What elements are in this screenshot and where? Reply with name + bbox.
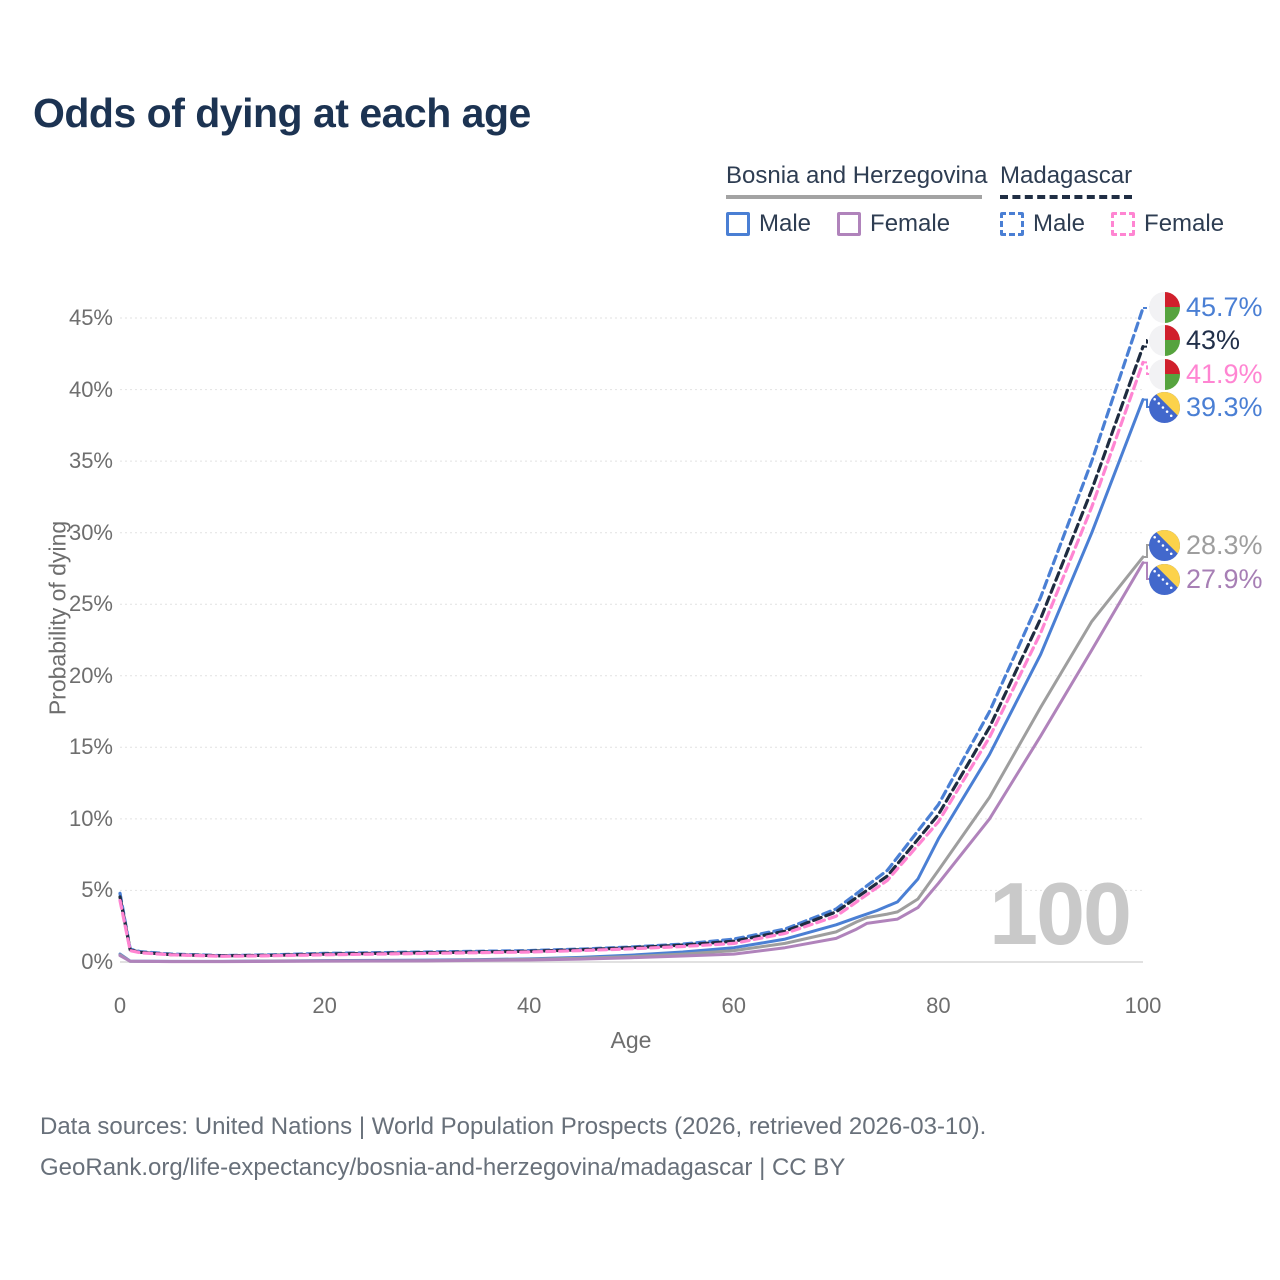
madagascar-flag-icon: [1149, 291, 1180, 323]
y-axis-title: Probability of dying: [44, 520, 71, 716]
x-tick-label: 20: [312, 993, 337, 1018]
x-tick-label: 100: [1124, 993, 1162, 1018]
madagascar-male-swatch-icon: [1000, 212, 1024, 236]
y-tick-label: 20%: [68, 662, 113, 688]
legend-item-label: Female: [870, 210, 951, 237]
end-label-madagascar-female: 41.9%: [1149, 358, 1263, 390]
y-tick-label: 10%: [68, 805, 113, 831]
series-line-bosnia-female[interactable]: [118, 561, 1145, 964]
end-value: 45.7%: [1186, 291, 1263, 322]
series-line-madagascar-female[interactable]: [118, 360, 1145, 958]
y-tick-label: 35%: [68, 448, 113, 474]
end-value: 43%: [1186, 324, 1241, 355]
end-label-bosnia-female: 27.9%: [1149, 563, 1263, 595]
legend-item-label: Male: [1033, 210, 1086, 237]
x-tick-label: 40: [516, 993, 542, 1018]
bosnia-female-swatch-icon: [837, 212, 862, 236]
end-value: 41.9%: [1186, 358, 1263, 389]
end-label-bosnia-male: 39.3%: [1149, 391, 1263, 423]
y-tick-label: 40%: [68, 376, 113, 402]
legend-group-bosnia: Bosnia and Herzegovina Male Female: [726, 162, 988, 238]
y-tick-label: 15%: [68, 734, 113, 760]
page-title: Odds of dying at each age: [33, 90, 531, 136]
y-tick-label: 25%: [68, 591, 113, 617]
bosnia-male-swatch-icon: [726, 212, 750, 236]
data-source-footer: Data sources: United Nations | World Pop…: [40, 1106, 986, 1188]
legend-country-bosnia[interactable]: Bosnia and Herzegovina: [726, 162, 988, 189]
y-tick-label: 45%: [68, 305, 113, 330]
attribution-link[interactable]: GeoRank.org/life-expectancy/bosnia-and-h…: [40, 1154, 846, 1181]
y-tick-label: 0%: [81, 949, 113, 974]
legend-item-label: Female: [1144, 210, 1225, 237]
legend-country-madagascar[interactable]: Madagascar: [1000, 162, 1133, 189]
x-tick-label: 0: [113, 993, 127, 1018]
y-tick-label: 5%: [81, 877, 113, 903]
madagascar-flag-icon: [1149, 324, 1180, 356]
legend-group-madagascar: Madagascar Male Female: [1000, 162, 1224, 238]
data-source-line: Data sources: United Nations | World Pop…: [40, 1113, 987, 1140]
legend-item-bosnia-male[interactable]: Male: [726, 210, 811, 238]
x-tick-label: 60: [721, 993, 747, 1018]
madagascar-line-style-swatch: [1000, 195, 1132, 199]
bosnia-flag-icon: [1149, 391, 1180, 423]
x-axis-title: Age: [610, 1027, 652, 1053]
end-label-bosnia-both: 28.3%: [1149, 529, 1263, 561]
bosnia-line-style-swatch: [726, 195, 982, 199]
label-connector-madagascar-female: [1143, 361, 1152, 375]
y-tick-label: 30%: [68, 519, 113, 545]
end-value: 28.3%: [1186, 529, 1263, 560]
x-tick-label: 80: [926, 993, 951, 1018]
end-value: 27.9%: [1186, 563, 1263, 594]
madagascar-female-swatch-icon: [1111, 212, 1136, 236]
bosnia-flag-icon: [1149, 563, 1180, 595]
legend-item-bosnia-female[interactable]: Female: [837, 210, 950, 238]
bosnia-flag-icon: [1149, 529, 1180, 561]
end-value: 39.3%: [1186, 391, 1263, 422]
madagascar-flag-icon: [1149, 358, 1180, 390]
hover-age-watermark: 100: [989, 864, 1132, 963]
legend-item-madagascar-male[interactable]: Male: [1000, 210, 1085, 238]
label-connector-madagascar-both: [1143, 339, 1152, 348]
end-label-madagascar-male: 45.7%: [1149, 291, 1263, 323]
end-label-madagascar-both: 43%: [1149, 324, 1240, 356]
legend-item-label: Male: [759, 210, 812, 237]
series-line-madagascar-male[interactable]: [118, 306, 1145, 958]
legend-item-madagascar-female[interactable]: Female: [1111, 210, 1224, 238]
